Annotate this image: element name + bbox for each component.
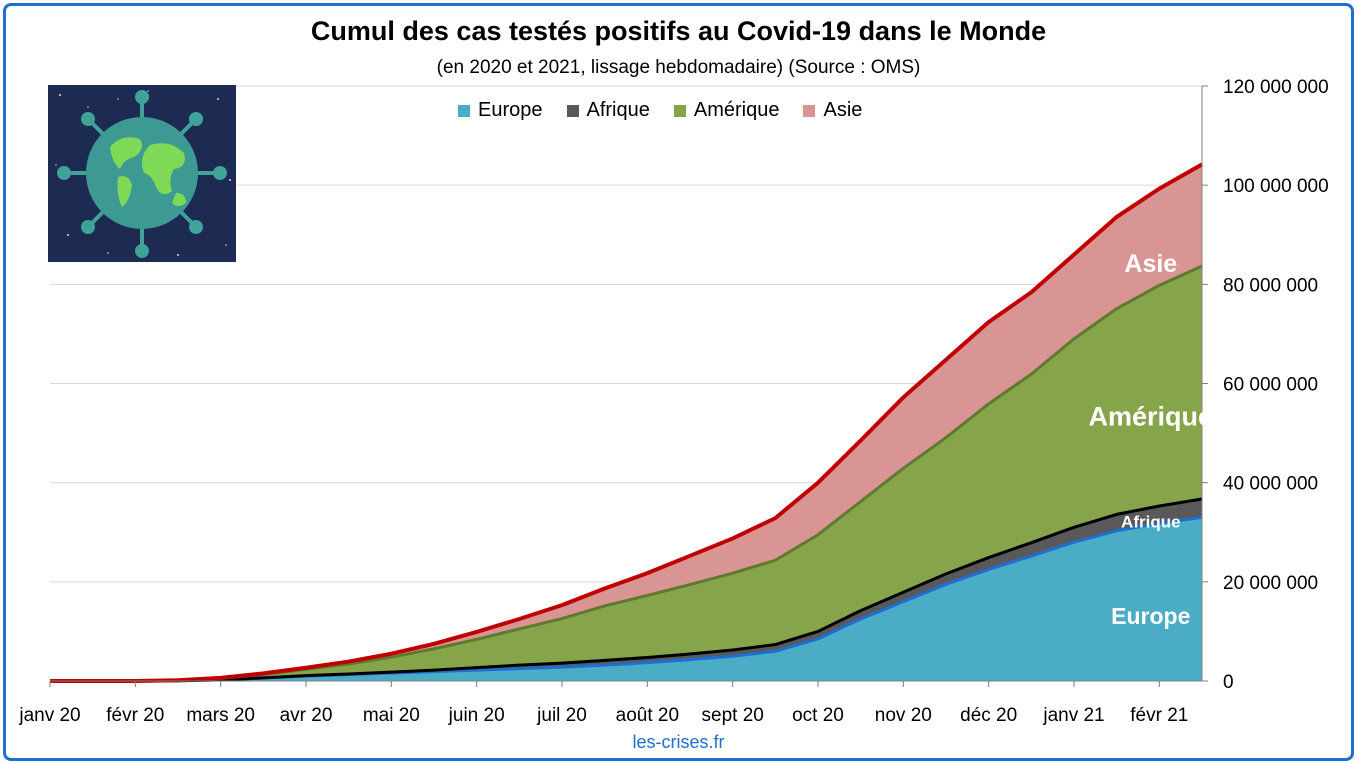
y-tick-label: 20 000 000	[1223, 573, 1318, 594]
x-tick-label: avr 20	[280, 705, 333, 726]
x-tick-label: janv 21	[1042, 705, 1104, 726]
x-tick-label: janv 20	[18, 705, 80, 726]
line-asie	[50, 162, 1203, 683]
area-label-afrique: Afrique	[1121, 512, 1181, 531]
x-tick-label: févr 20	[106, 705, 164, 726]
legend-swatch-afrique	[566, 104, 579, 117]
legend-item-afrique: Afrique	[566, 99, 650, 122]
virus-globe-image	[48, 85, 236, 262]
x-tick-label: mai 20	[363, 705, 420, 726]
y-tick-label: 100 000 000	[1223, 176, 1329, 197]
line-afrique	[50, 497, 1203, 683]
x-tick-label: déc 20	[960, 705, 1017, 726]
legend-swatch-amerique	[673, 104, 686, 117]
legend-label-amerique: Amérique	[693, 99, 780, 121]
x-tick-label: sept 20	[702, 705, 764, 726]
legend-swatch-europe	[458, 104, 470, 117]
x-tick-label: févr 21	[1130, 705, 1188, 726]
legend-label-europe: Europe	[478, 99, 543, 121]
legend-item-asie: Asie	[803, 99, 862, 122]
y-tick-label: 60 000 000	[1223, 375, 1318, 396]
legend-item-amerique: Amérique	[673, 99, 780, 122]
y-tick-label: 80 000 000	[1223, 275, 1318, 296]
area-label-europe: Europe	[1111, 603, 1190, 629]
area-amérique	[50, 265, 1202, 681]
area-label-asie: Asie	[1124, 250, 1177, 278]
area-europe	[50, 517, 1202, 681]
x-tick-label: oct 20	[792, 705, 844, 726]
x-tick-label: juil 20	[536, 705, 587, 726]
y-tick-label: 120 000 000	[1223, 77, 1329, 98]
legend-label-afrique: Afrique	[586, 99, 650, 121]
legend-label-asie: Asie	[823, 99, 863, 121]
chart-subtitle: (en 2020 et 2021, lissage hebdomadaire) …	[436, 57, 921, 78]
chart-title: Cumul des cas testés positifs au Covid-1…	[310, 16, 1047, 46]
y-tick-label: 40 000 000	[1223, 474, 1318, 495]
x-tick-label: juin 20	[448, 705, 505, 726]
area-label-amérique: Amérique	[1089, 402, 1214, 432]
x-tick-label: mars 20	[186, 705, 255, 726]
source-credit: les-crises.fr	[632, 732, 725, 752]
legend-item-europe: Europe	[458, 99, 543, 122]
x-tick-label: août 20	[616, 705, 679, 726]
y-tick-label: 0	[1223, 672, 1234, 693]
chart-legend: Europe Afrique Amérique Asie	[458, 99, 862, 122]
legend-swatch-asie	[803, 104, 816, 117]
x-tick-label: nov 20	[875, 705, 932, 726]
